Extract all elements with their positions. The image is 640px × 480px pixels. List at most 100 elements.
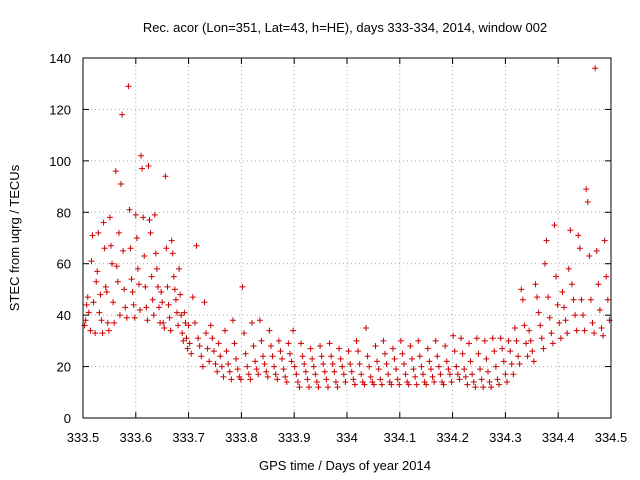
data-point xyxy=(603,273,610,280)
data-point xyxy=(229,317,236,324)
data-point xyxy=(361,381,368,388)
data-point xyxy=(293,371,300,378)
data-point xyxy=(288,358,295,365)
data-point xyxy=(472,384,479,391)
data-point xyxy=(196,343,203,349)
data-point xyxy=(491,348,498,355)
data-point xyxy=(489,335,496,342)
data-point xyxy=(204,345,211,352)
data-point xyxy=(120,247,127,254)
data-point xyxy=(591,330,598,337)
data-point xyxy=(363,325,370,331)
data-point xyxy=(527,337,534,344)
data-point xyxy=(119,111,126,118)
data-point xyxy=(199,363,206,370)
data-point xyxy=(275,337,282,344)
data-point xyxy=(377,376,384,383)
data-point xyxy=(329,361,336,367)
data-point xyxy=(256,317,263,324)
data-point xyxy=(332,379,339,385)
data-point xyxy=(113,263,120,270)
data-point xyxy=(223,348,230,355)
data-point xyxy=(140,214,147,221)
data-point xyxy=(296,384,303,391)
data-point xyxy=(154,283,161,290)
data-point xyxy=(149,296,156,303)
data-point xyxy=(481,337,488,344)
data-point xyxy=(266,327,273,334)
data-point xyxy=(234,366,241,373)
data-point xyxy=(163,245,170,252)
data-points xyxy=(81,65,613,391)
data-point xyxy=(551,222,558,229)
x-tick-label: 334.5 xyxy=(595,430,628,445)
y-axis-ticks: 0 20 40 60 80 100 120 140 xyxy=(49,51,611,426)
data-point xyxy=(195,335,202,342)
data-point xyxy=(263,368,270,375)
data-point xyxy=(186,340,193,347)
data-point xyxy=(171,286,178,293)
data-point xyxy=(492,363,499,370)
x-tick-label: 334.1 xyxy=(384,430,417,445)
data-point xyxy=(413,381,420,388)
data-point xyxy=(389,345,396,352)
data-point xyxy=(123,314,130,321)
data-point xyxy=(511,325,518,331)
data-point xyxy=(370,381,377,388)
data-point xyxy=(248,319,255,326)
data-point xyxy=(572,312,579,319)
data-point xyxy=(116,312,123,319)
x-tick-label: 334.4 xyxy=(542,430,575,445)
data-point xyxy=(150,312,157,319)
data-point xyxy=(364,353,371,360)
data-point xyxy=(568,281,575,288)
data-point xyxy=(442,343,449,349)
data-point xyxy=(320,361,327,367)
data-point xyxy=(443,358,450,365)
data-point xyxy=(522,340,529,347)
data-point xyxy=(540,345,547,352)
data-point xyxy=(315,384,322,391)
data-point xyxy=(88,258,95,265)
data-point xyxy=(244,363,251,370)
data-point xyxy=(239,283,246,290)
data-point xyxy=(143,304,150,311)
data-point xyxy=(356,361,363,367)
data-point xyxy=(220,373,227,380)
data-point xyxy=(503,379,510,385)
data-point xyxy=(396,381,403,388)
data-point xyxy=(307,345,314,352)
data-point xyxy=(465,340,472,347)
data-point xyxy=(286,350,293,357)
data-point xyxy=(435,363,442,370)
data-point xyxy=(279,355,286,362)
data-point xyxy=(253,366,260,373)
data-point xyxy=(407,343,414,349)
data-point xyxy=(206,358,213,365)
data-point xyxy=(231,340,238,347)
data-point xyxy=(261,361,268,367)
data-point xyxy=(453,363,460,370)
data-point xyxy=(83,301,90,308)
data-point xyxy=(488,384,495,391)
data-point xyxy=(85,309,92,316)
chart-title: Rec. acor (Lon=351, Lat=43, h=HE), days … xyxy=(143,20,547,35)
data-point xyxy=(521,322,528,329)
y-tick-label: 40 xyxy=(57,308,71,323)
data-point xyxy=(98,317,105,324)
data-point xyxy=(545,294,552,301)
data-point xyxy=(446,371,453,378)
data-point xyxy=(198,353,205,360)
data-point xyxy=(294,379,301,385)
data-point xyxy=(473,335,480,342)
data-point xyxy=(170,273,177,280)
data-point xyxy=(372,343,379,349)
data-point xyxy=(125,83,132,90)
data-point xyxy=(432,337,439,344)
y-tick-label: 60 xyxy=(57,257,71,272)
data-point xyxy=(336,345,343,352)
data-point xyxy=(139,165,146,172)
data-point xyxy=(546,314,553,321)
data-point xyxy=(142,283,149,290)
data-point xyxy=(250,343,257,349)
